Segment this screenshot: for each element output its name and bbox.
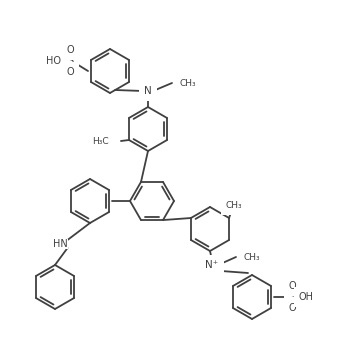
Text: N: N: [144, 86, 152, 96]
Text: S: S: [67, 56, 73, 66]
Text: O: O: [66, 67, 74, 77]
Text: CH₃: CH₃: [180, 79, 196, 88]
Text: OH: OH: [298, 292, 313, 302]
Text: CH₃: CH₃: [226, 201, 242, 210]
Text: S: S: [289, 292, 295, 302]
Text: O: O: [66, 45, 74, 55]
Text: N⁺: N⁺: [205, 260, 219, 270]
Text: HO: HO: [46, 56, 61, 66]
Text: HN: HN: [53, 239, 68, 249]
Text: O: O: [288, 303, 296, 313]
Text: CH₃: CH₃: [244, 252, 260, 261]
Text: O: O: [288, 281, 296, 291]
Text: H₃C: H₃C: [92, 138, 109, 147]
